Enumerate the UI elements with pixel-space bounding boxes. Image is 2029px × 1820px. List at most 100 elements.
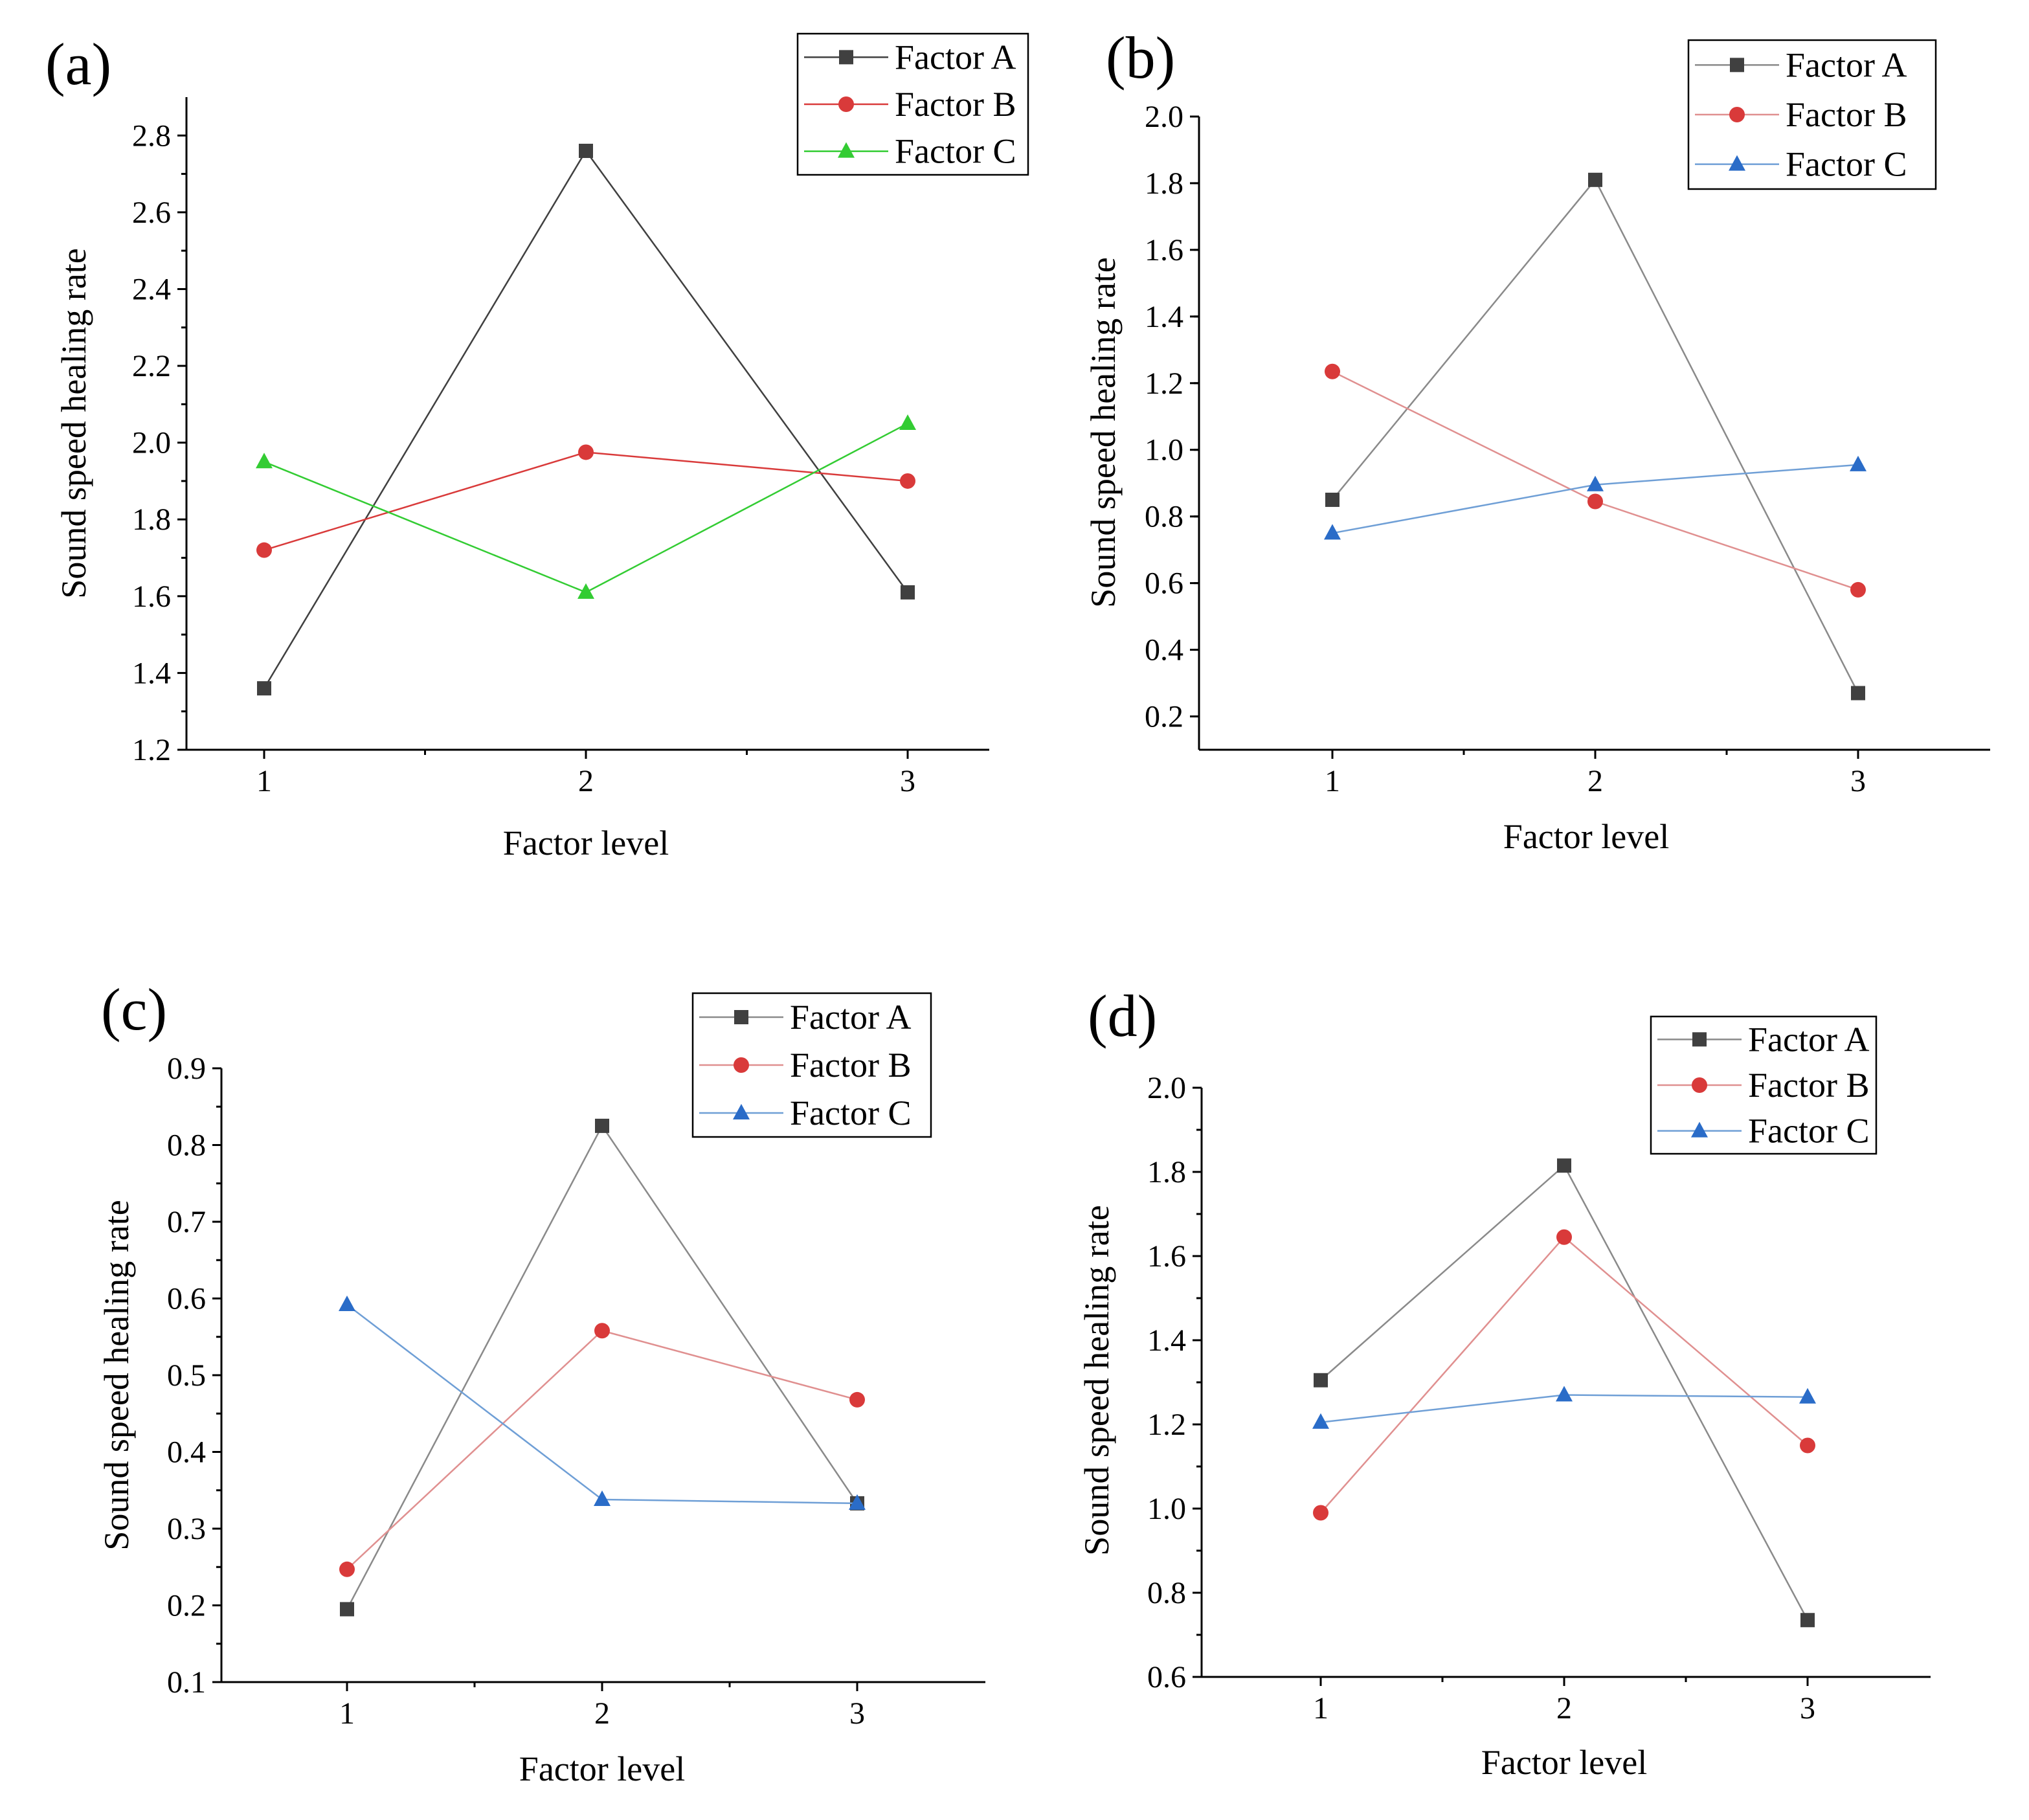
legend-marker xyxy=(1692,1077,1707,1093)
x-tick-label: 3 xyxy=(849,1696,865,1731)
y-tick-label: 1.4 xyxy=(1145,300,1183,334)
y-tick-label: 1.2 xyxy=(1145,366,1183,401)
data-point xyxy=(901,585,915,600)
data-point xyxy=(577,583,594,599)
legend-marker xyxy=(1691,1121,1708,1138)
legend-marker xyxy=(1730,58,1744,73)
y-tick-label: 2.0 xyxy=(1147,1071,1186,1105)
legend-marker xyxy=(733,1104,750,1119)
data-point xyxy=(1587,475,1604,491)
legend-label: Factor C xyxy=(895,132,1016,171)
y-tick-label: 2.4 xyxy=(132,272,171,306)
data-point xyxy=(256,542,272,558)
y-tick-label: 0.8 xyxy=(1147,1576,1186,1610)
y-tick-label: 2.0 xyxy=(1145,100,1183,134)
data-point xyxy=(340,1602,354,1617)
data-point xyxy=(578,444,594,460)
legend-marker xyxy=(1729,107,1745,122)
data-point xyxy=(1324,524,1341,540)
y-axis-label: Sound speed healing rate xyxy=(97,1200,136,1550)
data-point xyxy=(1313,1505,1328,1521)
data-point xyxy=(900,473,915,489)
data-point xyxy=(1799,1387,1816,1404)
data-point xyxy=(579,144,593,159)
data-point xyxy=(1325,492,1340,507)
y-tick-label: 1.2 xyxy=(1147,1408,1186,1442)
y-tick-label: 0.8 xyxy=(1145,500,1183,534)
chart-panel: (d) 0.6 0.8 1.0 1.2 1.4 1.6 1.8 2.0 1 2 3 Factor lev… xyxy=(1077,983,1931,1782)
y-axis-label: Sound speed healing rate xyxy=(1084,257,1123,607)
legend-label: Factor B xyxy=(790,1046,911,1084)
x-tick-label: 1 xyxy=(339,1696,355,1731)
data-point xyxy=(1557,1158,1571,1173)
data-point xyxy=(1850,581,1866,598)
data-point xyxy=(849,1494,866,1510)
y-tick-label: 2.2 xyxy=(132,349,171,383)
y-tick-label: 0.7 xyxy=(167,1205,206,1239)
data-point xyxy=(1314,1373,1328,1387)
x-axis-label: Factor level xyxy=(503,824,669,862)
legend-marker xyxy=(838,96,854,112)
y-tick-label: 0.6 xyxy=(1147,1660,1186,1694)
y-tick-label: 0.5 xyxy=(167,1358,206,1393)
y-tick-label: 0.1 xyxy=(167,1665,206,1700)
legend-marker xyxy=(1729,155,1745,171)
x-tick-label: 3 xyxy=(1800,1691,1815,1725)
y-tick-label: 1.2 xyxy=(132,733,171,767)
data-point xyxy=(1556,1229,1572,1245)
data-point xyxy=(594,1323,610,1339)
x-tick-label: 1 xyxy=(256,764,272,798)
legend-label: Factor B xyxy=(1748,1066,1869,1105)
y-tick-label: 0.9 xyxy=(167,1051,206,1086)
panel-letter: (c) xyxy=(101,976,167,1042)
data-point xyxy=(849,1391,865,1408)
y-tick-label: 0.6 xyxy=(1145,567,1183,601)
x-axis-label: Factor level xyxy=(519,1749,685,1788)
y-tick-label: 0.6 xyxy=(167,1282,206,1316)
legend-label: Factor A xyxy=(1748,1020,1869,1059)
chart-panel: (c) 0.1 0.2 0.3 0.4 0.5 0.6 0.7 0.8 0.9 1 2 3 Factor … xyxy=(97,976,985,1788)
y-tick-label: 1.8 xyxy=(1145,166,1183,201)
data-point xyxy=(256,453,273,469)
chart-panel: (a) 1.2 1.4 1.6 1.8 2.0 2.2 2.4 2.6 2.8 1 2 3 Factor … xyxy=(45,31,1029,862)
series-line xyxy=(346,1124,858,1610)
y-tick-label: 0.8 xyxy=(167,1129,206,1163)
x-axis-label: Factor level xyxy=(1481,1743,1647,1782)
x-tick-label: 2 xyxy=(578,764,594,798)
y-tick-label: 0.4 xyxy=(167,1435,206,1470)
legend-label: Factor B xyxy=(895,85,1016,124)
legend-label: Factor A xyxy=(1786,45,1907,84)
legend-marker xyxy=(839,50,853,65)
data-point xyxy=(339,1295,355,1311)
y-axis-label: Sound speed healing rate xyxy=(54,248,93,598)
legend-label: Factor B xyxy=(1786,95,1907,134)
y-tick-label: 1.8 xyxy=(132,502,171,537)
legend-label: Factor C xyxy=(1786,145,1907,184)
legend-marker xyxy=(734,1010,748,1024)
y-tick-label: 1.8 xyxy=(1147,1155,1186,1189)
series-line xyxy=(1320,1236,1808,1514)
legend-marker xyxy=(838,142,855,158)
data-point xyxy=(1325,363,1340,379)
data-point xyxy=(595,1118,609,1133)
x-tick-label: 3 xyxy=(900,764,915,798)
series-line xyxy=(263,149,909,689)
legend-marker xyxy=(1692,1032,1707,1047)
series-line xyxy=(1332,178,1859,694)
y-tick-label: 1.0 xyxy=(1145,433,1183,467)
y-tick-label: 0.3 xyxy=(167,1512,206,1546)
x-tick-label: 3 xyxy=(1850,764,1866,798)
x-tick-label: 2 xyxy=(594,1696,610,1731)
data-point xyxy=(594,1490,611,1506)
legend-marker xyxy=(734,1057,749,1073)
legend-label: Factor C xyxy=(1748,1112,1869,1151)
panel-letter: (a) xyxy=(45,31,111,97)
y-tick-label: 2.0 xyxy=(132,426,171,460)
legend-label: Factor A xyxy=(895,38,1016,76)
x-tick-label: 1 xyxy=(1313,1691,1328,1725)
panel-letter: (d) xyxy=(1088,983,1157,1049)
data-point xyxy=(1800,1437,1815,1454)
chart-panel: (b) 0.2 0.4 0.6 0.8 1.0 1.2 1.4 1.6 1.8 2.0 1 2 3 Fact… xyxy=(1084,25,1990,856)
legend-label: Factor A xyxy=(790,998,911,1037)
